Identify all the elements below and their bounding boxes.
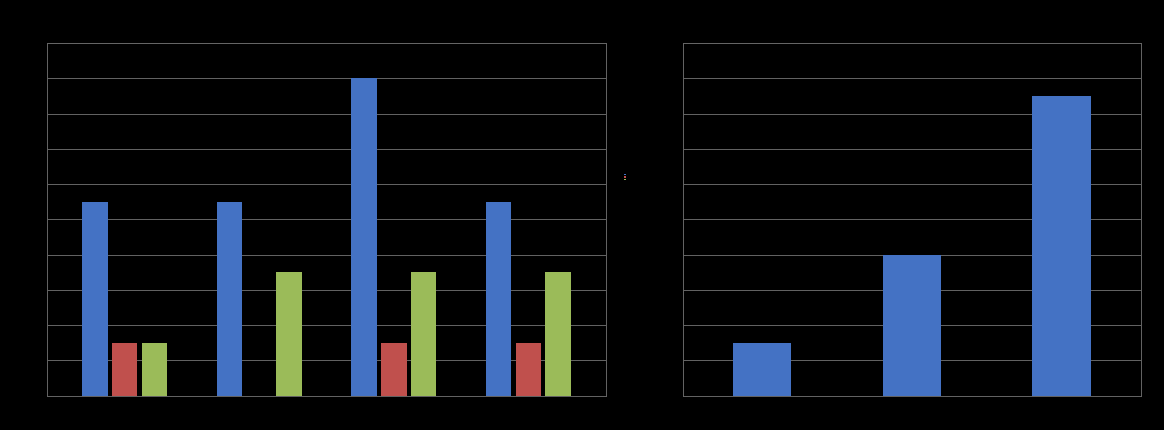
Bar xyxy=(217,202,242,396)
Legend: , , : , , xyxy=(624,173,626,181)
Bar xyxy=(381,343,406,396)
Bar xyxy=(882,255,941,396)
Bar xyxy=(485,202,511,396)
Bar xyxy=(81,202,107,396)
Bar xyxy=(516,343,541,396)
Bar xyxy=(352,78,377,396)
Bar xyxy=(411,272,436,396)
Bar xyxy=(546,272,570,396)
Bar xyxy=(142,343,166,396)
Bar xyxy=(1032,96,1091,396)
Bar xyxy=(732,343,792,396)
Bar xyxy=(112,343,137,396)
Bar xyxy=(276,272,301,396)
